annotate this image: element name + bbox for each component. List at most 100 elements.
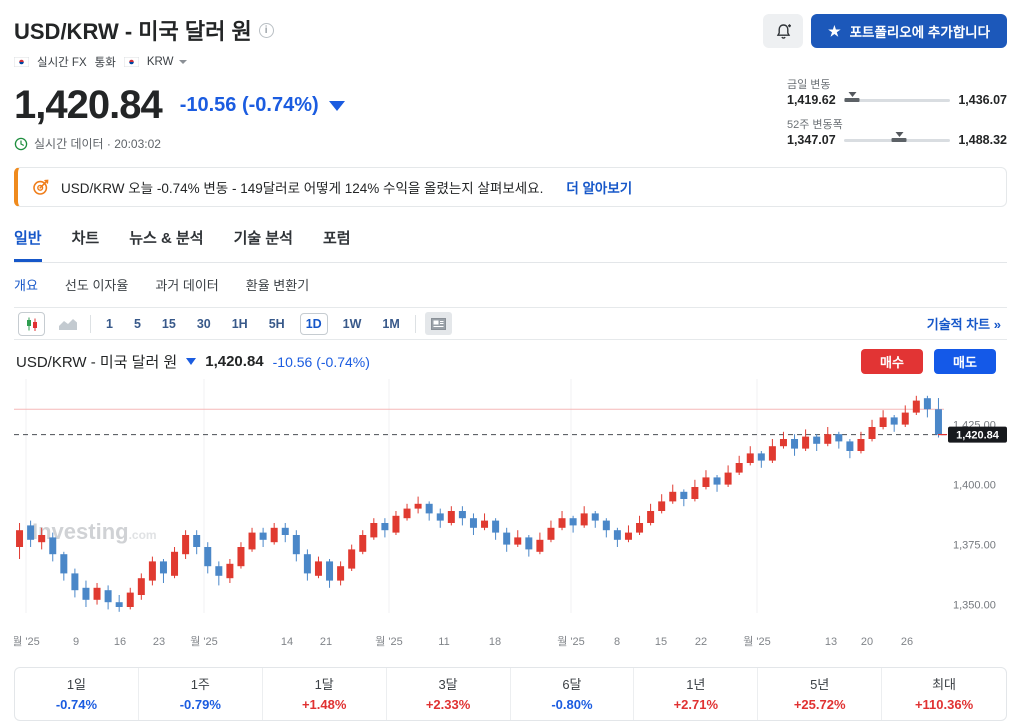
breadcrumb: 실시간 FX 통화 KRW xyxy=(14,54,1007,70)
perf-value: +110.36% xyxy=(914,697,974,712)
star-icon: ★ xyxy=(828,23,841,39)
perf-1w[interactable]: 1주 -0.79% xyxy=(139,668,263,720)
learn-more-link[interactable]: 더 알아보기 xyxy=(566,181,633,196)
perf-max[interactable]: 최대 +110.36% xyxy=(882,668,1006,720)
timeframe-1m[interactable]: 1M xyxy=(376,313,405,335)
subtab-overview[interactable]: 개요 xyxy=(14,278,38,293)
svg-text:월 '25: 월 '25 xyxy=(557,635,585,648)
perf-label: 6달 xyxy=(562,677,582,692)
promo-banner: USD/KRW 오늘 -0.74% 변동 - 149달러로 어떻게 124% 수… xyxy=(14,167,1007,207)
perf-value: +25.72% xyxy=(793,697,846,712)
svg-text:18: 18 xyxy=(489,636,501,648)
news-panel-icon xyxy=(430,317,446,330)
kr-flag-icon xyxy=(14,57,29,67)
breadcrumb-krw[interactable]: KRW xyxy=(146,56,174,68)
perf-label: 최대 xyxy=(932,677,957,692)
price-chart[interactable]: Investing.com1,425.001,400.001,375.001,3… xyxy=(12,379,1007,657)
timeframe-1w[interactable]: 1W xyxy=(337,313,368,335)
subtab-forward-rates[interactable]: 선도 이자율 xyxy=(64,278,129,293)
timeframe-5h[interactable]: 5H xyxy=(263,313,291,335)
technical-chart-link[interactable]: 기술적 차트 » xyxy=(926,317,1001,332)
daily-range-low: 1,419.62 xyxy=(787,93,836,107)
svg-text:20: 20 xyxy=(861,636,873,648)
chart-title-row: USD/KRW - 미국 달러 원 1,420.84 -10.56 (-0.74… xyxy=(14,340,1007,379)
performance-bar: 1일 -0.74% 1주 -0.79% 1달 +1.48% 3달 +2.33% … xyxy=(14,667,1007,721)
perf-label: 1일 xyxy=(66,677,87,692)
week52-range-low: 1,347.07 xyxy=(787,133,836,147)
svg-text:22: 22 xyxy=(695,636,707,648)
perf-1d[interactable]: 1일 -0.74% xyxy=(15,668,139,720)
subtab-converter[interactable]: 환율 변환기 xyxy=(245,278,310,293)
perf-value: +2.33% xyxy=(425,697,471,712)
svg-text:1,350.00: 1,350.00 xyxy=(953,600,996,612)
svg-text:월 '25: 월 '25 xyxy=(14,635,40,648)
sub-tabs: 개요 선도 이자율 과거 데이터 환율 변환기 xyxy=(14,275,1007,294)
promo-text: USD/KRW 오늘 -0.74% 변동 - 149달러로 어떻게 124% 수… xyxy=(61,181,544,196)
bell-plus-icon xyxy=(776,23,791,39)
divider xyxy=(414,314,416,333)
tab-news-analysis[interactable]: 뉴스 & 분석 xyxy=(129,230,204,247)
perf-1m[interactable]: 1달 +1.48% xyxy=(263,668,387,720)
breadcrumb-currency[interactable]: 통화 xyxy=(94,57,116,69)
ranges-panel: 금일 변동 1,419.62 1,436.07 52주 변동폭 1,347.07… xyxy=(787,76,1007,156)
svg-text:14: 14 xyxy=(281,636,293,648)
perf-label: 1년 xyxy=(686,677,706,692)
svg-text:11: 11 xyxy=(438,636,449,648)
candlestick-chart-icon xyxy=(26,317,37,331)
divider xyxy=(90,314,91,333)
daily-range-high: 1,436.07 xyxy=(958,93,1007,107)
subtab-historical-data[interactable]: 과거 데이터 xyxy=(155,278,219,293)
perf-value: +2.71% xyxy=(673,697,719,712)
portfolio-button-label: 포트폴리오에 추가합니다 xyxy=(849,25,990,40)
svg-text:1,400.00: 1,400.00 xyxy=(953,480,996,492)
price-change-value: -10.56 (-0.74%) xyxy=(179,94,319,116)
timeframe-30[interactable]: 30 xyxy=(191,313,217,335)
info-icon[interactable]: i xyxy=(258,22,274,38)
chevron-down-icon[interactable] xyxy=(179,60,188,64)
header-actions: ★ 포트폴리오에 추가합니다 xyxy=(763,14,1007,48)
perf-label: 1주 xyxy=(190,677,210,692)
chart-card: 1 5 15 30 1H 5H 1D 1W 1M 기술적 차트 » U xyxy=(12,307,1007,662)
candlestick-chart-type-button[interactable] xyxy=(18,311,45,336)
add-to-portfolio-button[interactable]: ★ 포트폴리오에 추가합니다 xyxy=(811,14,1007,48)
breadcrumb-realtime-fx[interactable]: 실시간 FX xyxy=(37,57,87,69)
tab-general[interactable]: 일반 xyxy=(14,227,42,262)
chart-last-price: 1,420.84 xyxy=(205,353,264,370)
timeframe-1d[interactable]: 1D xyxy=(299,312,328,335)
sell-button[interactable]: 매도 xyxy=(934,349,996,374)
perf-label: 5년 xyxy=(810,677,830,692)
perf-1y[interactable]: 1년 +2.71% xyxy=(634,668,759,720)
svg-text:13: 13 xyxy=(825,636,837,648)
daily-range-label: 금일 변동 xyxy=(787,79,831,91)
svg-text:1,375.00: 1,375.00 xyxy=(953,540,996,552)
timeframe-5[interactable]: 5 xyxy=(128,313,147,335)
perf-label: 3달 xyxy=(438,677,458,692)
triangle-down-icon xyxy=(186,358,197,365)
svg-text:8: 8 xyxy=(614,636,620,648)
tab-technical[interactable]: 기술 분석 xyxy=(233,230,293,247)
create-alert-button[interactable] xyxy=(763,14,804,48)
timeframe-1h[interactable]: 1H xyxy=(226,313,254,335)
header: USD/KRW - 미국 달러 원 i ★ 포트폴리오에 추가합니다 xyxy=(14,14,1007,48)
timeframe-1[interactable]: 1 xyxy=(100,313,119,335)
tab-forum[interactable]: 포럼 xyxy=(322,230,351,247)
area-chart-type-button[interactable] xyxy=(54,312,81,336)
timeframe-15[interactable]: 15 xyxy=(156,313,182,335)
perf-5y[interactable]: 5년 +25.72% xyxy=(758,668,883,720)
perf-6m[interactable]: 6달 -0.80% xyxy=(511,668,635,720)
trade-buttons: 매수 매도 xyxy=(861,349,1005,374)
instrument-title: USD/KRW - 미국 달러 원 xyxy=(14,19,252,44)
perf-value: -0.79% xyxy=(179,697,221,712)
area-chart-icon xyxy=(58,318,77,330)
svg-text:16: 16 xyxy=(114,636,126,648)
daily-range-track xyxy=(843,91,951,102)
week52-range-track xyxy=(843,131,951,142)
tab-chart[interactable]: 차트 xyxy=(71,230,100,247)
svg-text:23: 23 xyxy=(153,636,165,648)
chart-events-button[interactable] xyxy=(424,312,452,335)
price-row: 1,420.84 -10.56 (-0.74%) xyxy=(14,83,1007,128)
buy-button[interactable]: 매수 xyxy=(861,349,923,374)
realtime-row: 실시간 데이터 · 20:03:02 xyxy=(14,135,1007,152)
perf-3m[interactable]: 3달 +2.33% xyxy=(387,668,511,720)
